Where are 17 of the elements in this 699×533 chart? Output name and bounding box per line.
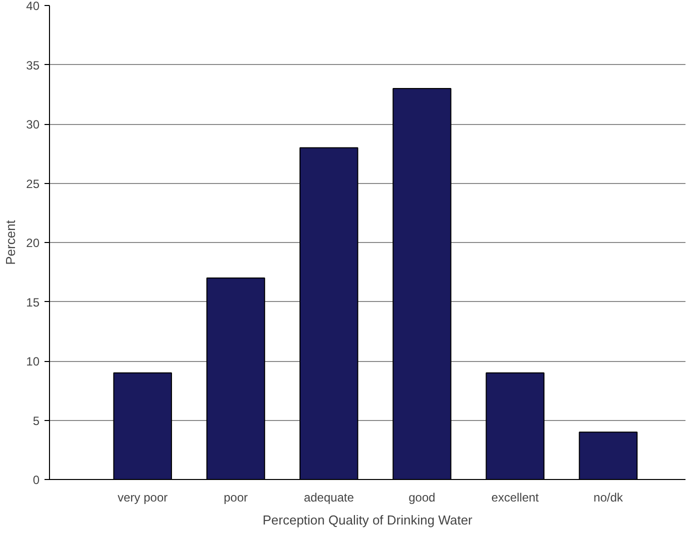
x-tick-label: poor — [224, 490, 248, 504]
x-tick-label: very poor — [118, 490, 168, 504]
y-tick-label: 0 — [32, 473, 40, 487]
x-tick-label: no/dk — [594, 490, 624, 504]
y-tick-label: 25 — [26, 176, 40, 191]
y-tick-label: 15 — [26, 295, 40, 310]
y-tick-label: 10 — [26, 354, 40, 368]
x-tick-label: good — [408, 490, 436, 504]
y-axis-title: Percent — [3, 220, 18, 265]
y-tick-label: 20 — [26, 236, 40, 250]
x-tick-label: adequate — [304, 490, 354, 504]
y-tick-label: 35 — [26, 58, 40, 72]
x-tick-label: excellent — [491, 490, 540, 504]
y-tick-label: 30 — [26, 118, 40, 132]
y-tick-label: 40 — [26, 0, 40, 13]
y-tick-label: 5 — [32, 414, 40, 428]
x-axis-title: Perception Quality of Drinking Water — [262, 512, 474, 528]
